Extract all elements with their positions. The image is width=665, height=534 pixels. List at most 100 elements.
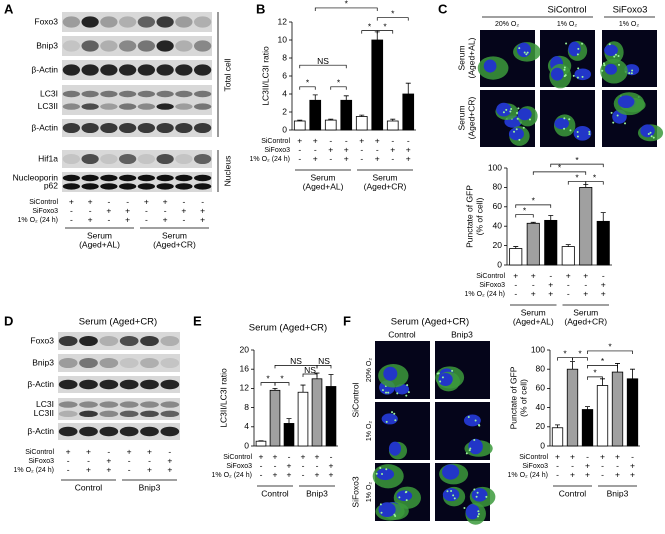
bar	[596, 385, 609, 447]
blot-band	[137, 122, 155, 134]
condition-label: 1% O₂ (24 h)	[14, 467, 54, 474]
cell-nucleus	[468, 438, 483, 455]
significance-label: *	[558, 163, 562, 173]
group-label: Bnip3	[607, 488, 629, 498]
cell-nucleus	[471, 488, 488, 502]
significance-bracket	[585, 181, 604, 185]
error-bar	[328, 374, 334, 387]
cell-nucleus	[381, 413, 398, 425]
blot-band	[175, 64, 193, 76]
condition-mark: -	[586, 451, 589, 461]
group-label: Bnip3	[139, 482, 161, 492]
bar	[371, 39, 384, 131]
condition-mark: +	[583, 270, 588, 280]
blot-band	[175, 16, 193, 28]
cell-nucleus	[442, 488, 460, 502]
bar	[581, 409, 594, 447]
error-bar	[555, 424, 560, 428]
condition-label: 1% O₂ (24 h)	[18, 217, 58, 224]
gfp-punctum	[405, 499, 408, 502]
significance-label: *	[575, 155, 579, 165]
condition-mark: -	[602, 270, 605, 280]
significance-label: NS	[290, 356, 302, 366]
significance-label: *	[337, 78, 341, 88]
condition-label: 1% O₂ (24 h)	[508, 472, 548, 479]
condition-mark: +	[315, 469, 320, 479]
gfp-punctum	[624, 122, 627, 125]
blot-band	[156, 64, 174, 76]
gfp-punctum	[407, 391, 410, 394]
blot-strip	[62, 85, 212, 115]
gfp-punctum	[375, 472, 378, 475]
condition-label: SiControl	[519, 454, 548, 461]
group-label: Serum	[310, 172, 335, 182]
blot-band	[119, 174, 137, 182]
gfp-punctum	[441, 376, 444, 379]
blot-label: LC3I	[40, 88, 58, 98]
row-label: Serum	[456, 45, 466, 70]
y-tick-label: 80	[536, 363, 546, 373]
error-bar	[312, 94, 318, 101]
gfp-punctum	[647, 132, 650, 135]
blot-strip	[62, 172, 212, 192]
bar	[611, 371, 624, 447]
condition-mark: +	[585, 460, 590, 470]
condition-mark: -	[631, 451, 634, 461]
condition-mark: +	[570, 451, 575, 461]
condition-mark: +	[601, 288, 606, 298]
condition-mark: +	[66, 446, 71, 456]
significance-bracket	[515, 214, 534, 218]
bar	[255, 440, 267, 447]
bar	[551, 427, 564, 447]
condition-mark: -	[329, 153, 332, 163]
gfp-punctum	[565, 42, 568, 45]
condition-mark: -	[260, 469, 263, 479]
blot-band	[58, 379, 78, 390]
condition-mark: -	[345, 135, 348, 145]
blot-label: β-Actin	[31, 122, 58, 132]
condition-mark: -	[391, 153, 394, 163]
condition-mark: +	[375, 135, 380, 145]
significance-bracket	[299, 86, 316, 90]
y-tick-label: 20	[493, 240, 503, 250]
cell-nucleus	[604, 63, 618, 75]
condition-mark: +	[297, 135, 302, 145]
gfp-punctum	[385, 391, 388, 394]
gfp-punctum	[465, 452, 468, 455]
gfp-punctum	[446, 490, 449, 493]
condition-mark: -	[107, 214, 110, 224]
error-bar	[565, 244, 571, 247]
cell-nucleus	[376, 468, 395, 481]
blot-band	[62, 40, 80, 52]
condition-mark: -	[126, 196, 129, 206]
blot-band	[99, 401, 119, 408]
gfp-punctum	[602, 62, 605, 65]
y-axis-label: (% of cell)	[474, 197, 484, 235]
y-tick-label: 0	[244, 440, 249, 450]
condition-mark: +	[531, 288, 536, 298]
condition-mark: +	[144, 196, 149, 206]
blot-label: LC3I	[36, 399, 54, 409]
blot-band	[99, 410, 119, 418]
condition-mark: -	[128, 455, 131, 465]
y-tick-label: 0	[282, 124, 287, 134]
blot-band	[175, 90, 193, 98]
condition-mark: +	[344, 153, 349, 163]
blot-band	[194, 16, 212, 28]
blot-label: LC3II	[38, 101, 58, 111]
condition-mark: -	[302, 460, 305, 470]
panel-title: Serum (Aged+CR)	[79, 317, 157, 328]
bar	[283, 423, 295, 447]
section-label: Nucleus	[222, 156, 232, 187]
significance-bracket	[532, 171, 587, 175]
gfp-punctum	[631, 69, 634, 72]
gfp-punctum	[476, 491, 479, 494]
condition-mark: +	[531, 270, 536, 280]
blot-band	[62, 103, 80, 110]
gfp-punctum	[563, 117, 566, 120]
panel-letter: A	[4, 1, 14, 16]
condition-mark: +	[88, 214, 93, 224]
condition-mark: +	[69, 196, 74, 206]
blot-band	[137, 16, 155, 28]
error-bar	[359, 114, 365, 117]
